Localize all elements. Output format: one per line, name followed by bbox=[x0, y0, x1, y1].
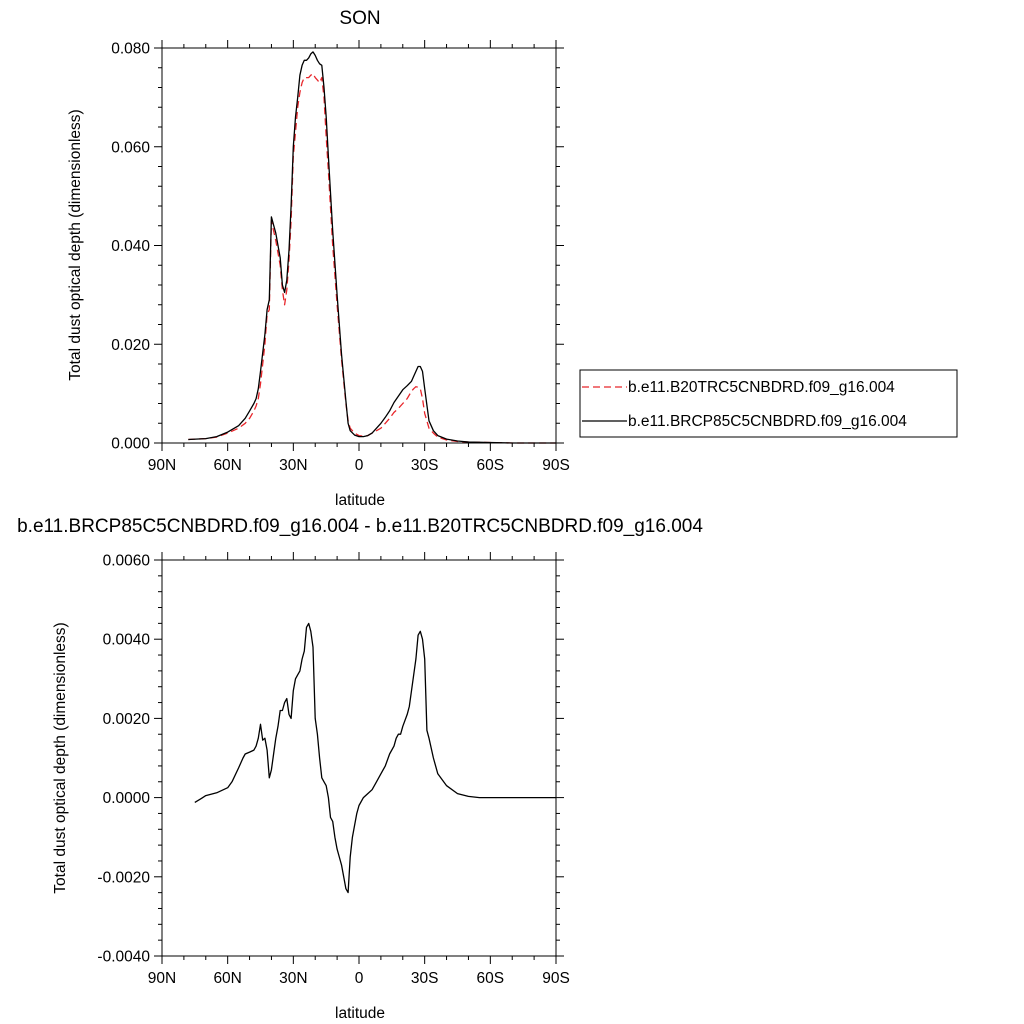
legend-label-series-1: b.e11.B20TRC5CNBDRD.f09_g16.004 bbox=[628, 379, 895, 396]
x-tick-label: 60N bbox=[213, 457, 241, 474]
y-tick-label: 0.080 bbox=[111, 41, 150, 58]
x-tick-label: 90S bbox=[542, 457, 570, 474]
x-tick-label: 60S bbox=[477, 970, 505, 987]
series-line-1 bbox=[188, 73, 556, 444]
series-line-1 bbox=[194, 622, 556, 894]
chart-1-lines bbox=[188, 51, 556, 444]
y-tick-label: 0.040 bbox=[111, 238, 150, 255]
y-tick-label: 0.020 bbox=[111, 337, 150, 354]
legend-box bbox=[579, 369, 958, 438]
y-tick-label: 0.0020 bbox=[103, 711, 151, 728]
x-tick-label: 60N bbox=[213, 970, 241, 987]
chart-2-y-axis-label: Total dust optical depth (dimensionless) bbox=[52, 622, 69, 893]
x-tick-label: 30S bbox=[411, 970, 439, 987]
chart-1-x-axis-label: latitude bbox=[335, 492, 385, 509]
x-tick-label: 0 bbox=[355, 457, 364, 474]
x-tick-label: 30S bbox=[411, 457, 439, 474]
series-line-2 bbox=[188, 51, 556, 444]
x-tick-label: 30N bbox=[279, 457, 307, 474]
chart-2-plot-frame bbox=[161, 559, 557, 957]
chart-1-axes: 90N 60N 30N 0 30S 60S 90S 0.000 0.020 0.040 0.060 0… bbox=[111, 40, 570, 474]
chart-1-legend: b.e11.B20TRC5CNBDRD.f09_g16.004 b.e11.BR… bbox=[579, 369, 958, 438]
chart-1-y-axis-label: Total dust optical depth (dimensionless) bbox=[67, 109, 84, 380]
x-tick-label: 60S bbox=[477, 457, 505, 474]
chart-2-title: b.e11.BRCP85C5CNBDRD.f09_g16.004 - b.e11… bbox=[17, 516, 703, 537]
x-tick-label: 30N bbox=[279, 970, 307, 987]
chart-panel-2: b.e11.BRCP85C5CNBDRD.f09_g16.004 - b.e11… bbox=[17, 516, 703, 1022]
y-tick-label: -0.0040 bbox=[97, 949, 150, 966]
chart-1-plot-frame bbox=[161, 47, 557, 444]
x-tick-label: 90N bbox=[148, 457, 176, 474]
y-tick-label: -0.0020 bbox=[97, 869, 150, 886]
y-tick-label: 0.060 bbox=[111, 139, 150, 156]
x-tick-label: 90S bbox=[542, 970, 570, 987]
chart-2-axes: 90N 60N 30N 0 30S 60S 90S -0.0040 -0.0020 0.0000 0… bbox=[97, 552, 570, 987]
chart-2-lines bbox=[194, 622, 556, 894]
y-tick-label: 0.000 bbox=[111, 436, 150, 453]
chart-panel-1: SON 90N 60N 30N 0 30S 60S 90S 0.000 0.020 0.040 0.… bbox=[67, 8, 958, 509]
y-tick-label: 0.0000 bbox=[103, 790, 151, 807]
chart-1-title: SON bbox=[339, 8, 380, 29]
y-tick-label: 0.0060 bbox=[103, 553, 151, 570]
x-tick-label: 0 bbox=[355, 970, 364, 987]
y-tick-label: 0.0040 bbox=[103, 632, 151, 649]
legend-label-series-2: b.e11.BRCP85C5CNBDRD.f09_g16.004 bbox=[628, 413, 907, 430]
x-tick-label: 90N bbox=[148, 970, 176, 987]
chart-2-x-axis-label: latitude bbox=[335, 1005, 385, 1022]
